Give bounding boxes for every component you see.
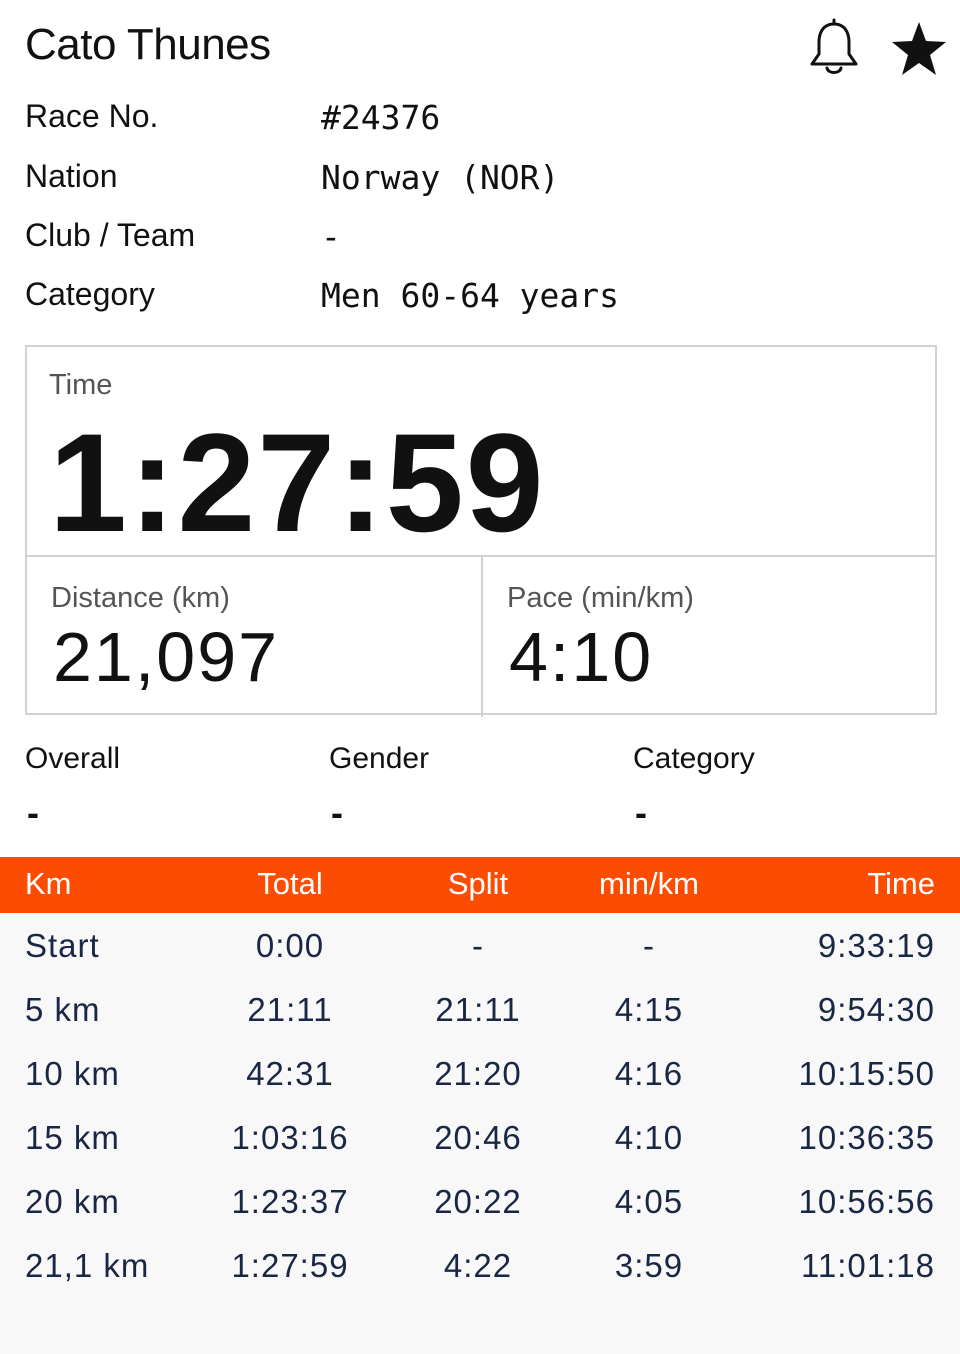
- cell-km: 5 km: [25, 991, 101, 1028]
- header-split: Split: [447, 866, 509, 901]
- cell-split: 20:46: [434, 1119, 522, 1156]
- cell-total: 21:11: [247, 991, 333, 1028]
- athlete-header: Cato Thunes: [0, 0, 960, 96]
- info-row-race-no: Race No. #24376: [25, 98, 945, 148]
- info-row-category: Category Men 60-64 years: [25, 276, 945, 326]
- cell-km: 20 km: [25, 1183, 120, 1220]
- cell-pace: 4:16: [614, 1055, 684, 1092]
- info-label: Nation: [25, 158, 118, 194]
- rank-category-value: -: [635, 792, 647, 833]
- table-row: 21,1 km 1:27:59 4:22 3:59 11:01:18: [0, 1247, 960, 1311]
- cell-time: 11:01:18: [800, 1247, 935, 1284]
- cell-km: Start: [25, 927, 100, 964]
- table-row: 20 km 1:23:37 20:22 4:05 10:56:56: [0, 1183, 960, 1247]
- distance-label: Distance (km): [51, 582, 230, 614]
- table-row: 15 km 1:03:16 20:46 4:10 10:36:35: [0, 1119, 960, 1183]
- cell-time: 9:54:30: [817, 991, 935, 1028]
- header-km: Km: [25, 866, 72, 901]
- rank-category-label: Category: [633, 742, 755, 775]
- info-value: Norway (NOR): [321, 158, 560, 197]
- time-value: 1:27:59: [49, 404, 546, 561]
- splits-table-body: Start 0:00 - - 9:33:19 5 km 21:11 21:11 …: [0, 913, 960, 1354]
- header-time: Time: [867, 866, 935, 901]
- cell-pace: 4:15: [614, 991, 684, 1028]
- info-label: Race No.: [25, 98, 159, 134]
- header-pace: min/km: [599, 866, 699, 901]
- cell-split: 21:11: [435, 991, 521, 1028]
- table-row: 5 km 21:11 21:11 4:15 9:54:30: [0, 991, 960, 1055]
- info-label: Club / Team: [25, 217, 196, 253]
- cell-pace: -: [643, 927, 655, 964]
- cell-km: 10 km: [25, 1055, 120, 1092]
- athlete-name: Cato Thunes: [25, 20, 271, 69]
- stats-box: Time 1:27:59 Distance (km) 21,097 Pace (…: [25, 345, 937, 717]
- info-value: #24376: [321, 98, 441, 137]
- rank-gender-value: -: [331, 792, 343, 833]
- cell-split: 20:22: [434, 1183, 522, 1220]
- info-row-nation: Nation Norway (NOR): [25, 158, 945, 208]
- cell-total: 0:00: [255, 927, 325, 964]
- pace-value: 4:10: [509, 618, 654, 696]
- cell-km: 21,1 km: [25, 1247, 150, 1284]
- cell-total: 1:23:37: [231, 1183, 349, 1220]
- cell-split: -: [472, 927, 484, 964]
- rank-gender-label: Gender: [329, 742, 430, 775]
- cell-km: 15 km: [25, 1119, 120, 1156]
- cell-split: 4:22: [443, 1247, 513, 1284]
- info-value: -: [321, 217, 341, 256]
- cell-pace: 3:59: [614, 1247, 684, 1284]
- bell-icon[interactable]: [806, 18, 862, 80]
- cell-split: 21:20: [434, 1055, 522, 1092]
- cell-total: 1:03:16: [231, 1119, 349, 1156]
- cell-total: 1:27:59: [231, 1247, 349, 1284]
- time-label: Time: [49, 369, 113, 401]
- cell-time: 10:36:35: [798, 1119, 935, 1156]
- star-icon[interactable]: [889, 18, 949, 80]
- header-total: Total: [257, 866, 323, 901]
- cell-time: 10:15:50: [798, 1055, 935, 1092]
- cell-time: 9:33:19: [817, 927, 935, 964]
- rank-overall-value: -: [27, 792, 39, 833]
- distance-value: 21,097: [53, 618, 280, 696]
- pace-label: Pace (min/km): [507, 582, 694, 614]
- rank-overall-label: Overall: [25, 742, 121, 775]
- info-row-club: Club / Team -: [25, 217, 945, 267]
- stats-divider: [27, 555, 935, 557]
- stats-divider-vertical: [481, 557, 483, 717]
- cell-time: 10:56:56: [798, 1183, 935, 1220]
- table-row: Start 0:00 - - 9:33:19: [0, 927, 960, 991]
- cell-pace: 4:10: [614, 1119, 684, 1156]
- info-value: Men 60-64 years: [321, 276, 620, 315]
- info-label: Category: [25, 276, 155, 312]
- table-row: 10 km 42:31 21:20 4:16 10:15:50: [0, 1055, 960, 1119]
- cell-pace: 4:05: [614, 1183, 684, 1220]
- cell-total: 42:31: [246, 1055, 334, 1092]
- splits-table-header: Km Total Split min/km Time: [0, 857, 960, 913]
